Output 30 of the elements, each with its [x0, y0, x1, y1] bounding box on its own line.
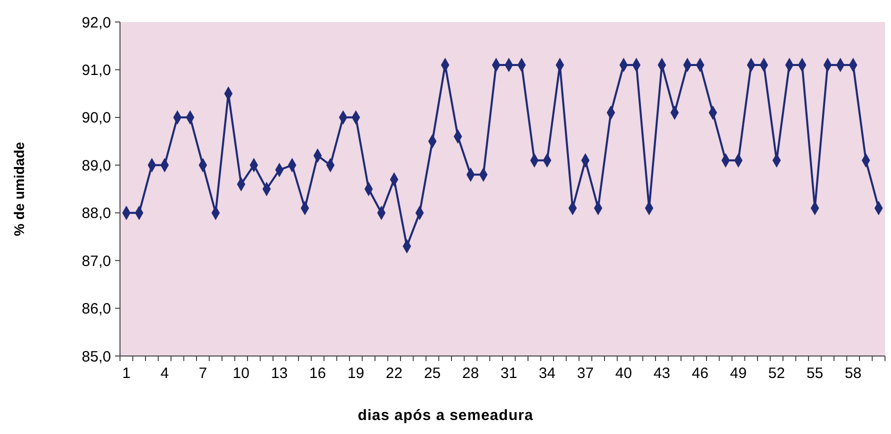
x-tick-label: 28	[462, 365, 479, 382]
x-tick-label: 7	[198, 365, 208, 382]
y-tick-label: 86,0	[82, 300, 111, 318]
x-tick-label: 25	[424, 365, 441, 382]
y-tick-label: 88,0	[82, 205, 111, 222]
y-tick-label: 92,0	[82, 14, 111, 32]
y-tick-label: 89,0	[82, 157, 111, 174]
x-tick-label: 10	[232, 365, 250, 382]
y-axis-title: % de umidade	[11, 142, 27, 236]
x-tick-label: 1	[122, 365, 131, 382]
y-tick-label: 87,0	[82, 252, 111, 270]
x-tick-label: 55	[806, 365, 824, 382]
x-tick-label: 19	[348, 365, 364, 382]
x-tick-label: 34	[538, 365, 556, 382]
x-tick-label: 58	[844, 365, 862, 382]
x-axis-title: dias após a semeadura	[358, 407, 534, 424]
y-tick-label: 90,0	[82, 110, 111, 127]
x-tick-label: 37	[577, 365, 594, 382]
x-tick-label: 22	[386, 365, 402, 382]
y-tick-label: 85,0	[82, 348, 111, 366]
x-tick-label: 43	[654, 365, 670, 382]
x-tick-label: 16	[309, 365, 326, 382]
x-tick-label: 46	[692, 365, 708, 382]
x-tick-label: 31	[500, 365, 518, 382]
x-tick-label: 4	[160, 365, 169, 382]
x-tick-label: 40	[615, 365, 632, 382]
x-tick-label: 52	[768, 365, 785, 382]
x-tick-label: 13	[271, 365, 288, 382]
y-tick-label: 91,0	[82, 62, 111, 79]
x-tick-label: 49	[730, 365, 747, 382]
